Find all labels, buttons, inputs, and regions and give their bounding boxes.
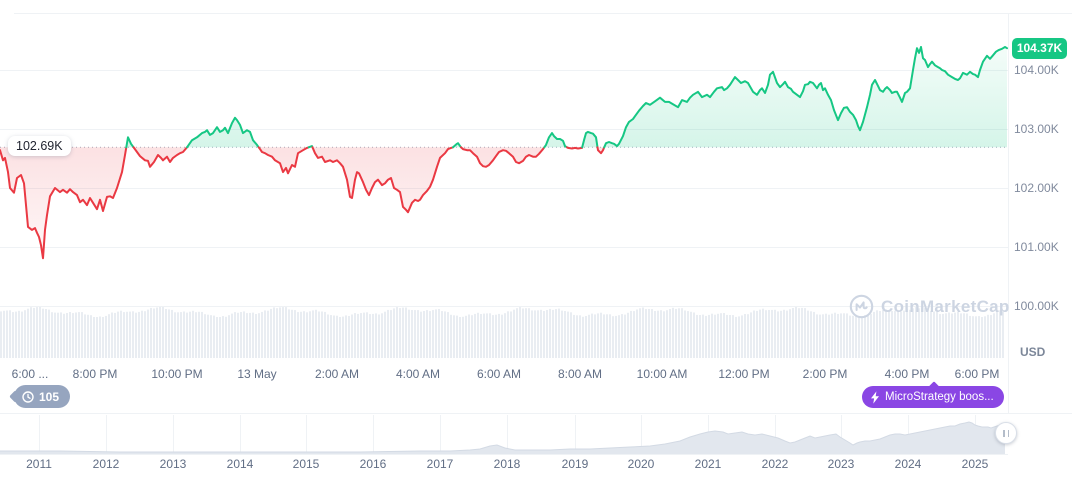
y-axis-tick-label: 101.00K	[1014, 240, 1059, 254]
navigator-area-fill	[0, 422, 1005, 454]
price-area-fill-down	[312, 147, 453, 213]
year-label: 2011	[26, 457, 52, 471]
history-annotation-badge[interactable]: 105	[14, 385, 71, 408]
navigator-year-tick	[240, 415, 241, 455]
navigator-year-tick	[507, 415, 508, 455]
gridline	[0, 247, 1008, 248]
price-line-segment-down	[596, 146, 606, 155]
navigator-year-tick	[775, 415, 776, 455]
navigator-year-tick	[39, 415, 40, 455]
gridline	[0, 188, 1008, 189]
history-count: 105	[39, 389, 60, 404]
navigator-area-line	[0, 421, 1005, 453]
navigator-year-tick	[841, 415, 842, 455]
x-axis-tick-label: 4:00 AM	[395, 367, 441, 381]
year-label: 2021	[694, 457, 722, 471]
gridline	[0, 306, 1008, 307]
navigator-year-tick	[373, 415, 374, 455]
clock-history-icon	[22, 390, 34, 403]
navigator-year-tick	[641, 415, 642, 455]
year-label: 2025	[961, 457, 989, 471]
x-axis-tick-label: 6:00 PM	[954, 367, 1000, 381]
gridline	[0, 70, 1008, 71]
year-label: 2024	[894, 457, 922, 471]
price-line-segment-up	[603, 46, 1008, 149]
x-axis-tick-label: 6:00 ...	[11, 367, 49, 381]
price-area-fill-down	[0, 147, 127, 259]
gridline	[0, 129, 1008, 130]
year-label: 2017	[426, 457, 454, 471]
coinmarketcap-logo-icon	[849, 294, 874, 319]
coinmarketcap-watermark: CoinMarketCap	[849, 294, 1010, 319]
y-axis-tick-label: 100.00K	[1014, 299, 1059, 313]
year-label: 2018	[493, 457, 521, 471]
year-label: 2014	[226, 457, 254, 471]
news-annotation-badge[interactable]: MicroStrategy boos...	[862, 386, 1004, 408]
price-line-segment-up	[581, 130, 599, 149]
year-label: 2012	[92, 457, 120, 471]
chart-top-border	[14, 13, 1072, 14]
navigator-handle[interactable]	[995, 422, 1017, 444]
x-axis-tick-label: 8:00 AM	[557, 367, 603, 381]
x-axis-tick-label: 8:00 PM	[72, 367, 118, 381]
watermark-text: CoinMarketCap	[881, 296, 1010, 316]
price-area-fill-up	[604, 47, 1007, 148]
price-line-segment-up	[543, 132, 568, 149]
x-axis-tick-label: 2:00 PM	[802, 367, 848, 381]
navigator-year-tick	[575, 415, 576, 455]
price-area-fill-up	[187, 117, 259, 148]
navigator-baseline	[0, 454, 1008, 455]
lightning-icon	[871, 390, 879, 404]
price-line-segment-down	[132, 146, 188, 168]
price-area-fill-down	[461, 147, 545, 167]
handle-grip-bar	[1007, 429, 1009, 437]
navigator-year-tick	[173, 415, 174, 455]
timeline-navigator[interactable]	[0, 413, 1008, 455]
currency-unit-label[interactable]: USD	[1020, 345, 1046, 359]
navigator-year-tick	[306, 415, 307, 455]
year-label: 2019	[561, 457, 589, 471]
x-axis-tick-label: 13 May	[237, 367, 277, 381]
x-axis-tick-label: 6:00 AM	[476, 367, 522, 381]
price-line-segment-down	[311, 146, 454, 214]
news-label: MicroStrategy boos...	[885, 391, 994, 403]
y-axis-tick-label: 102.00K	[1014, 181, 1059, 195]
price-line-segment-down	[0, 146, 128, 260]
year-label: 2023	[827, 457, 855, 471]
year-label: 2015	[292, 457, 320, 471]
price-line-segment-down	[257, 146, 310, 175]
volume-bars	[0, 307, 1004, 358]
current-price-badge: 104.37K	[1012, 37, 1067, 59]
price-area-fill-down	[258, 147, 309, 174]
navigator-year-tick	[106, 415, 107, 455]
price-line-segment-up	[186, 116, 260, 149]
x-axis-tick-label: 2:00 AM	[314, 367, 360, 381]
year-label: 2022	[761, 457, 789, 471]
y-axis-tick-label: 104.00K	[1014, 63, 1059, 77]
year-label: 2016	[359, 457, 387, 471]
price-line-segment-down	[566, 146, 584, 150]
y-axis-border	[1008, 13, 1009, 413]
year-label: 2020	[627, 457, 655, 471]
x-axis-tick-label: 10:00 PM	[151, 367, 203, 381]
price-line-segment-up	[125, 136, 135, 149]
navigator-year-tick	[440, 415, 441, 455]
y-axis-tick-label: 103.00K	[1014, 122, 1059, 136]
price-chart-canvas[interactable]	[0, 0, 1008, 360]
handle-grip-bar	[1003, 429, 1005, 437]
price-line-segment-up	[452, 142, 462, 149]
baseline-price-label: 102.69K	[8, 136, 71, 156]
price-line-segment-down	[460, 146, 546, 168]
year-label: 2013	[159, 457, 187, 471]
x-axis-tick-label: 10:00 AM	[636, 367, 688, 381]
x-axis-tick-label: 4:00 PM	[884, 367, 930, 381]
navigator-top-border	[0, 413, 1072, 414]
x-axis-tick-label: 12:00 PM	[718, 367, 770, 381]
